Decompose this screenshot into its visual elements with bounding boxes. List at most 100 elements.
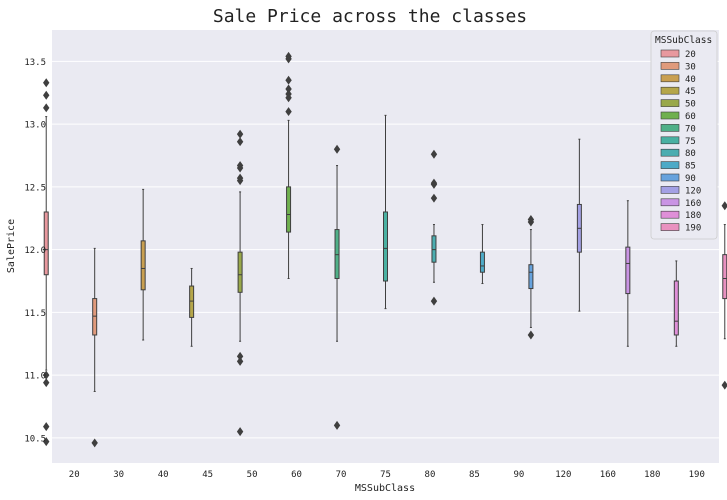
chart-title: Sale Price across the classes — [213, 6, 527, 27]
legend-swatch — [660, 173, 680, 182]
legend-swatch — [660, 186, 680, 194]
outlier-point — [285, 107, 292, 117]
legend-item-80: 80 — [660, 148, 696, 159]
legend: MSSubClass 20 30 40 45 50 60 70 75 80 85 90 120 160 18… — [650, 30, 718, 240]
outlier-point — [43, 78, 50, 88]
outlier-point — [236, 176, 244, 186]
outlier-point — [285, 84, 292, 94]
outlier-point — [236, 427, 244, 437]
outlier-point — [236, 351, 244, 361]
outlier-point — [430, 149, 438, 159]
box-190 — [721, 201, 727, 390]
outlier-point — [527, 217, 535, 227]
legend-label: 85 — [685, 162, 696, 172]
box-body — [673, 280, 679, 336]
outlier-point — [285, 75, 292, 85]
outlier-point — [430, 179, 438, 189]
outlier-point — [430, 193, 438, 203]
y-axis-label: SalePrice — [6, 219, 17, 273]
x-tick-label: 75 — [380, 470, 391, 480]
legend-item-50: 50 — [660, 99, 696, 110]
box-body — [43, 211, 49, 276]
box-80 — [430, 149, 438, 306]
x-tick-label: 80 — [425, 470, 436, 480]
outlier-point — [333, 420, 341, 430]
legend-swatch — [660, 161, 680, 169]
x-tick-label: 70 — [336, 470, 347, 480]
x-tick-label: 60 — [291, 470, 302, 480]
box-180 — [673, 260, 679, 347]
legend-swatch — [660, 74, 680, 83]
legend-item-70: 70 — [660, 124, 696, 134]
box-body — [625, 246, 631, 295]
legend-item-75: 75 — [660, 136, 696, 147]
y-tick-label: 11.5 — [24, 309, 46, 319]
outlier-point — [43, 378, 50, 388]
y-tick-label: 13.5 — [24, 58, 46, 68]
legend-label: 120 — [685, 186, 701, 196]
x-tick-label: 85 — [469, 470, 480, 480]
box-50 — [236, 129, 244, 437]
outlier-point — [43, 437, 50, 447]
legend-item-85: 85 — [660, 161, 696, 172]
x-tick-label: 190 — [689, 470, 705, 480]
legend-swatch — [660, 62, 680, 70]
outlier-point — [43, 422, 50, 432]
box-body — [92, 298, 98, 336]
x-tick-label: 30 — [113, 470, 124, 480]
y-tick-label: 12.0 — [24, 246, 46, 256]
legend-label: 70 — [685, 124, 696, 134]
box-body — [528, 264, 534, 290]
legend-swatch — [660, 136, 680, 145]
legend-swatch — [660, 111, 680, 120]
box-75 — [382, 114, 389, 310]
legend-item-45: 45 — [660, 86, 696, 97]
legend-swatch — [660, 99, 680, 107]
box-60 — [285, 51, 292, 280]
legend-label: 40 — [685, 75, 696, 85]
x-tick-label: 120 — [555, 470, 571, 480]
legend-label: 190 — [685, 224, 701, 234]
x-tick-label: 45 — [202, 470, 213, 480]
box-90 — [527, 215, 535, 340]
legend-label: 180 — [685, 211, 701, 221]
legend-title: MSSubClass — [655, 35, 712, 46]
x-tick-label: 50 — [247, 470, 258, 480]
legend-label: 20 — [685, 50, 696, 60]
x-tick-label: 40 — [158, 470, 169, 480]
y-tick-label: 12.5 — [24, 183, 46, 193]
box-series — [43, 51, 727, 448]
box-body — [189, 285, 195, 318]
legend-swatch — [660, 86, 680, 95]
legend-swatch — [660, 223, 680, 231]
legend-item-30: 30 — [660, 62, 696, 72]
legend-swatch — [660, 49, 680, 58]
outlier-point — [430, 296, 438, 306]
outlier-point — [236, 129, 244, 139]
box-70 — [333, 144, 341, 430]
box-body — [237, 251, 243, 293]
legend-item-120: 120 — [660, 186, 701, 196]
legend-label: 90 — [685, 174, 696, 184]
box-body — [286, 186, 292, 233]
legend-swatch — [660, 148, 680, 157]
x-axis-ticks: 20 30 40 45 50 60 70 75 80 85 90 120 160 180 190 — [69, 470, 705, 480]
outlier-point — [721, 380, 727, 390]
outlier-point — [236, 137, 244, 147]
outlier-point — [527, 330, 535, 340]
legend-label: 80 — [685, 149, 696, 159]
box-body — [479, 251, 485, 273]
outlier-point — [43, 103, 50, 113]
y-tick-label: 10.5 — [24, 434, 46, 444]
box-45 — [189, 267, 195, 347]
box-body — [140, 240, 146, 291]
legend-item-20: 20 — [660, 49, 696, 60]
legend-label: 160 — [685, 199, 701, 209]
box-body — [431, 235, 437, 263]
outlier-point — [43, 90, 50, 100]
outlier-point — [236, 356, 244, 366]
legend-label: 45 — [685, 87, 696, 97]
y-axis-ticks: 10.5 11.0 11.5 12.0 12.5 13.0 13.5 — [24, 58, 46, 445]
legend-swatch — [660, 198, 680, 207]
box-body — [334, 229, 340, 280]
